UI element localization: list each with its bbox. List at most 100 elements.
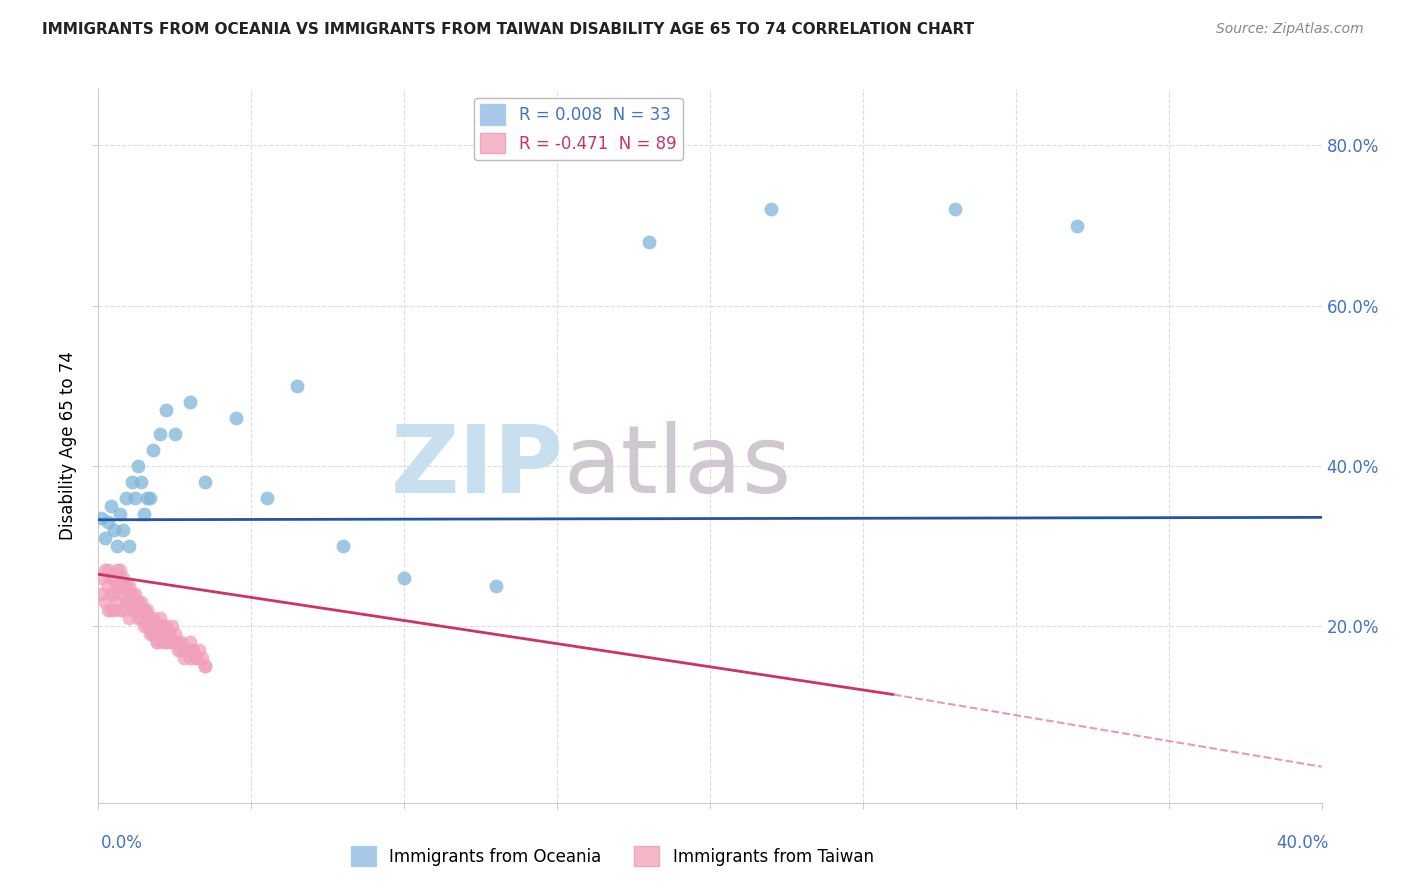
Point bbox=[142, 627, 165, 641]
Point bbox=[100, 587, 122, 601]
Point bbox=[124, 491, 146, 505]
Point bbox=[136, 611, 159, 625]
Point bbox=[170, 635, 193, 649]
Point bbox=[115, 491, 138, 505]
Point bbox=[194, 659, 217, 673]
Point bbox=[163, 635, 186, 649]
Point bbox=[170, 643, 193, 657]
Point bbox=[97, 579, 120, 593]
Point bbox=[152, 619, 174, 633]
Point bbox=[108, 507, 131, 521]
Point bbox=[194, 659, 217, 673]
Point bbox=[121, 603, 143, 617]
Point bbox=[100, 603, 122, 617]
Point bbox=[90, 587, 112, 601]
Point bbox=[160, 635, 183, 649]
Point bbox=[93, 595, 115, 609]
Point bbox=[127, 603, 149, 617]
Point bbox=[100, 499, 122, 513]
Point bbox=[103, 523, 125, 537]
Point bbox=[108, 579, 131, 593]
Point bbox=[155, 627, 177, 641]
Point bbox=[111, 587, 134, 601]
Point bbox=[105, 563, 128, 577]
Point bbox=[142, 442, 165, 457]
Point bbox=[127, 611, 149, 625]
Point bbox=[173, 651, 195, 665]
Point bbox=[111, 523, 134, 537]
Point bbox=[139, 611, 162, 625]
Point bbox=[136, 603, 159, 617]
Point bbox=[97, 515, 120, 529]
Point bbox=[149, 627, 172, 641]
Point bbox=[485, 579, 508, 593]
Text: ZIP: ZIP bbox=[391, 421, 564, 514]
Point bbox=[225, 411, 247, 425]
Point bbox=[139, 627, 162, 641]
Point bbox=[108, 563, 131, 577]
Point bbox=[134, 507, 156, 521]
Point bbox=[155, 403, 177, 417]
Point bbox=[149, 619, 172, 633]
Point bbox=[157, 627, 180, 641]
Point bbox=[103, 571, 125, 585]
Point bbox=[129, 475, 152, 489]
Point bbox=[181, 643, 204, 657]
Point bbox=[176, 643, 198, 657]
Text: 40.0%: 40.0% bbox=[1277, 834, 1329, 852]
Point bbox=[155, 619, 177, 633]
Point bbox=[103, 603, 125, 617]
Text: Source: ZipAtlas.com: Source: ZipAtlas.com bbox=[1216, 22, 1364, 37]
Point bbox=[285, 379, 308, 393]
Point bbox=[105, 579, 128, 593]
Point bbox=[332, 539, 354, 553]
Point bbox=[179, 643, 201, 657]
Text: 0.0%: 0.0% bbox=[101, 834, 143, 852]
Text: IMMIGRANTS FROM OCEANIA VS IMMIGRANTS FROM TAIWAN DISABILITY AGE 65 TO 74 CORREL: IMMIGRANTS FROM OCEANIA VS IMMIGRANTS FR… bbox=[42, 22, 974, 37]
Point bbox=[124, 587, 146, 601]
Point bbox=[145, 635, 167, 649]
Point bbox=[173, 643, 195, 657]
Point bbox=[139, 491, 162, 505]
Point bbox=[111, 603, 134, 617]
Point bbox=[167, 643, 190, 657]
Point bbox=[186, 651, 208, 665]
Point bbox=[1066, 219, 1088, 233]
Point bbox=[118, 595, 141, 609]
Point bbox=[118, 611, 141, 625]
Point bbox=[160, 619, 183, 633]
Text: atlas: atlas bbox=[564, 421, 792, 514]
Point bbox=[142, 627, 165, 641]
Point bbox=[97, 563, 120, 577]
Point bbox=[186, 651, 208, 665]
Point bbox=[145, 635, 167, 649]
Point bbox=[139, 619, 162, 633]
Point bbox=[163, 427, 186, 442]
Point bbox=[124, 595, 146, 609]
Point bbox=[188, 643, 211, 657]
Point bbox=[100, 571, 122, 585]
Point bbox=[392, 571, 416, 585]
Point bbox=[105, 539, 128, 553]
Point bbox=[127, 595, 149, 609]
Point bbox=[111, 579, 134, 593]
Point bbox=[149, 427, 172, 442]
Y-axis label: Disability Age 65 to 74: Disability Age 65 to 74 bbox=[59, 351, 77, 541]
Point bbox=[111, 571, 134, 585]
Point bbox=[179, 651, 201, 665]
Point bbox=[118, 579, 141, 593]
Point bbox=[129, 603, 152, 617]
Point bbox=[145, 619, 167, 633]
Point bbox=[943, 202, 966, 217]
Point bbox=[115, 579, 138, 593]
Point bbox=[127, 458, 149, 473]
Point bbox=[157, 635, 180, 649]
Point bbox=[149, 611, 172, 625]
Point bbox=[179, 635, 201, 649]
Point bbox=[124, 603, 146, 617]
Point bbox=[142, 611, 165, 625]
Point bbox=[194, 475, 217, 489]
Point bbox=[118, 587, 141, 601]
Point bbox=[97, 603, 120, 617]
Point bbox=[129, 595, 152, 609]
